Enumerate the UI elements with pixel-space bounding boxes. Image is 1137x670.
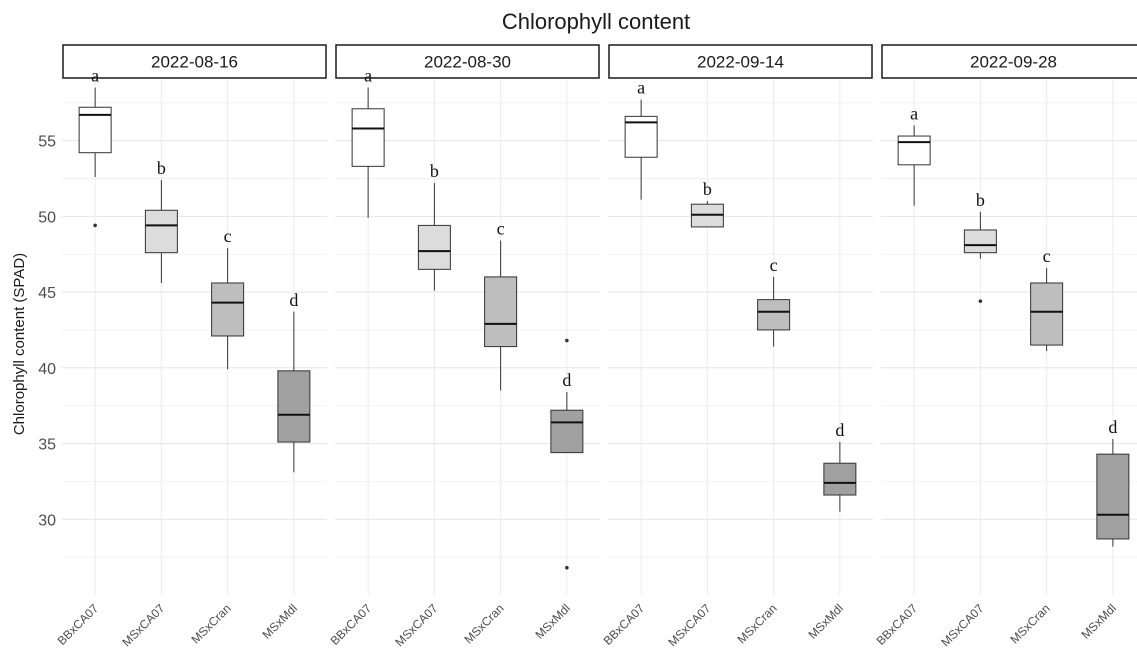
x-tick-label: MSxMdl [805,601,846,642]
box-outlier [565,565,569,570]
x-tick-label: MSxCran [734,601,779,646]
box-MSxCran [484,276,518,348]
x-tick-label: MSxCA07 [938,601,986,649]
box-MSxMdl [823,462,857,496]
significance-letter: d [289,290,298,310]
x-tick-label: BBxCA07 [55,601,102,648]
facet-panel-2022-09-28: 2022-09-28 a b c d BBxCA07 MSxCA07 MSxCran MSxMd… [874,44,1137,649]
significance-letter: c [497,219,505,239]
facet-strip-label: 2022-08-30 [424,53,511,72]
significance-letter: a [91,66,99,86]
x-tick-label: BBxCA07 [601,601,648,648]
significance-letter: c [1043,246,1051,266]
x-tick-label: MSxMdl [259,601,300,642]
box-BBxCA07 [897,135,931,166]
x-tick-label: MSxMdl [1078,601,1119,642]
y-tick-label: 55 [38,134,56,151]
facet-strip [608,44,873,79]
facet-strip-label: 2022-09-28 [970,53,1057,72]
box-MSxMdl [550,409,584,454]
x-tick-label: MSxCran [461,601,506,646]
x-tick-label: BBxCA07 [328,601,375,648]
y-axis-label: Chlorophyll content (SPAD) [11,253,28,435]
x-tick-label: MSxMdl [532,601,573,642]
box-outlier [93,223,97,228]
y-tick-label: 50 [38,209,56,226]
significance-letter: b [157,158,166,178]
significance-letter: b [430,161,439,181]
significance-letter: b [703,179,712,199]
facet-strip [62,44,327,79]
facet-panel-2022-08-16: 2022-08-16 a b c d BBxCA07 MSxCA07 MSxCran MSxMd… [55,44,327,649]
y-tick-label: 35 [38,437,56,454]
y-tick-label: 30 [38,512,56,529]
box-MSxCran [211,282,245,337]
significance-letter: d [562,370,571,390]
box-outlier [565,338,569,343]
box-MSxCA07 [144,209,178,254]
box-MSxCA07 [417,224,451,270]
facet-panel-2022-08-30: 2022-08-30 a b c d BBxCA07 MSxCA07 MSxCran MSxMd… [328,44,600,649]
y-tick-label: 40 [38,361,56,378]
facet-panels: 2022-08-16 a b c d BBxCA07 MSxCA07 MSxCran MSxMd… [55,44,1137,649]
facet-panel-2022-09-14: 2022-09-14 a b c d BBxCA07 MSxCA07 MSxCran MSxMd… [601,44,873,649]
facet-strip [335,44,600,79]
y-axis-ticks: 30 35 40 45 50 55 [38,134,56,530]
x-tick-label: MSxCran [1007,601,1052,646]
significance-letter: c [770,255,778,275]
x-tick-label: MSxCran [188,601,233,646]
box-MSxCran [1030,282,1064,346]
box-BBxCA07 [351,108,385,167]
box-MSxMdl [277,370,311,443]
box-MSxMdl [1096,453,1130,540]
significance-letter: b [976,190,985,210]
significance-letter: c [224,226,232,246]
box-MSxCran [757,299,791,331]
x-tick-label: MSxCA07 [665,601,713,649]
y-tick-label: 45 [38,285,56,302]
significance-letter: a [364,66,372,86]
facet-strip-label: 2022-09-14 [697,53,784,72]
facet-strip-label: 2022-08-16 [151,53,238,72]
x-tick-label: BBxCA07 [874,601,921,648]
facet-strip [881,44,1137,79]
box-MSxCA07 [963,229,997,254]
significance-letter: a [637,78,645,98]
box-outlier [978,299,983,303]
significance-letter: d [1108,417,1117,437]
significance-letter: a [910,103,918,123]
chart-title: Chlorophyll content [502,9,690,34]
x-tick-label: MSxCA07 [392,601,440,649]
significance-letter: d [835,420,844,440]
x-tick-label: MSxCA07 [119,601,167,649]
